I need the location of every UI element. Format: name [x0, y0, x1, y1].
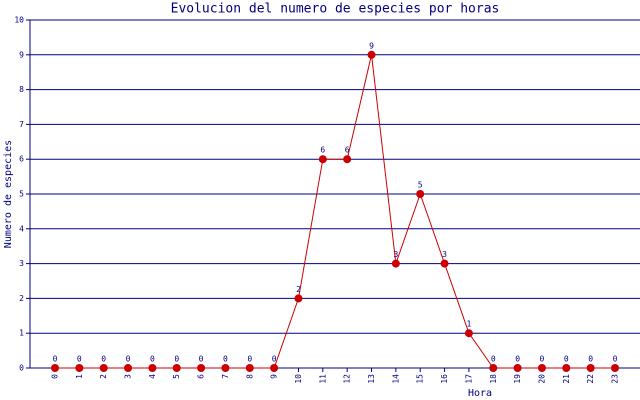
data-label: 0 — [174, 355, 179, 364]
y-tick-label: 3 — [19, 259, 24, 268]
data-label: 0 — [515, 355, 520, 364]
data-label: 0 — [77, 355, 82, 364]
y-tick-label: 7 — [19, 120, 24, 129]
data-label: 6 — [345, 146, 350, 155]
data-label: 0 — [53, 355, 58, 364]
data-point — [611, 364, 619, 372]
data-point — [197, 364, 206, 372]
x-tick-label: 20 — [537, 374, 546, 384]
x-tick-label: 7 — [221, 374, 230, 379]
x-tick-label: 16 — [440, 374, 449, 384]
data-label: 0 — [272, 355, 277, 364]
data-label: 2 — [296, 285, 301, 294]
y-tick-label: 0 — [19, 364, 24, 373]
x-tick-label: 17 — [464, 374, 473, 384]
y-tick-label: 8 — [19, 85, 24, 94]
data-label: 1 — [466, 320, 471, 329]
data-label: 5 — [418, 181, 423, 190]
y-tick-label: 9 — [19, 50, 24, 59]
data-label: 0 — [199, 355, 204, 364]
x-tick-label: 3 — [124, 374, 133, 379]
data-label: 0 — [491, 355, 496, 364]
data-point — [586, 364, 595, 372]
data-point — [513, 364, 522, 372]
x-tick-label: 5 — [172, 374, 181, 379]
data-point — [367, 50, 376, 59]
x-tick-label: 15 — [416, 374, 425, 384]
data-point — [318, 155, 327, 164]
data-point — [464, 329, 473, 338]
data-label: 0 — [150, 355, 155, 364]
x-tick-label: 14 — [391, 374, 400, 384]
data-point — [562, 364, 571, 372]
x-tick-label: 9 — [270, 374, 279, 379]
data-point — [172, 364, 181, 372]
x-tick-label: 23 — [611, 374, 620, 384]
y-tick-label: 2 — [19, 294, 24, 303]
x-tick-label: 18 — [489, 374, 498, 384]
x-tick-label: 0 — [51, 374, 60, 379]
x-tick-label: 12 — [343, 374, 352, 384]
data-point — [221, 364, 230, 372]
x-tick-label: 2 — [99, 374, 108, 379]
data-label: 0 — [126, 355, 131, 364]
y-tick-label: 10 — [14, 16, 24, 25]
data-point — [343, 155, 352, 164]
data-point — [270, 364, 279, 372]
x-axis-label: Hora — [468, 388, 492, 399]
y-axis-label: Numero de especies — [3, 140, 14, 248]
data-label: 0 — [588, 355, 593, 364]
data-point — [75, 364, 84, 372]
data-point — [537, 364, 546, 372]
y-tick-label: 6 — [19, 155, 24, 164]
x-tick-label: 4 — [148, 374, 157, 379]
data-point — [245, 364, 254, 372]
data-label: 9 — [369, 41, 374, 50]
data-label: 0 — [613, 355, 618, 364]
x-tick-label: 11 — [318, 374, 327, 384]
x-tick-label: 8 — [245, 374, 254, 379]
y-tick-label: 5 — [19, 190, 24, 199]
x-tick-label: 10 — [294, 374, 303, 384]
data-point — [489, 364, 498, 372]
data-point — [294, 294, 303, 303]
data-point — [124, 364, 133, 372]
x-tick-label: 6 — [197, 374, 206, 379]
x-tick-label: 13 — [367, 374, 376, 384]
data-label: 6 — [320, 146, 325, 155]
y-tick-label: 4 — [19, 224, 24, 233]
data-point — [148, 364, 157, 372]
data-point — [99, 364, 108, 372]
x-tick-label: 22 — [586, 374, 595, 384]
data-label: 0 — [247, 355, 252, 364]
y-tick-label: 1 — [19, 329, 24, 338]
x-tick-label: 1 — [75, 374, 84, 379]
data-label: 0 — [223, 355, 228, 364]
data-label: 0 — [564, 355, 569, 364]
data-point — [391, 259, 400, 268]
data-point — [416, 190, 425, 198]
series-line — [55, 54, 615, 369]
data-point — [51, 364, 59, 372]
chart-title: Evolucion del numero de especies por hor… — [171, 2, 500, 17]
x-tick-label: 19 — [513, 374, 522, 384]
data-label: 3 — [442, 250, 447, 259]
data-point — [440, 259, 449, 268]
data-label: 0 — [540, 355, 545, 364]
data-label: 0 — [101, 355, 106, 364]
x-tick-label: 21 — [562, 374, 571, 384]
data-label: 3 — [393, 250, 398, 259]
